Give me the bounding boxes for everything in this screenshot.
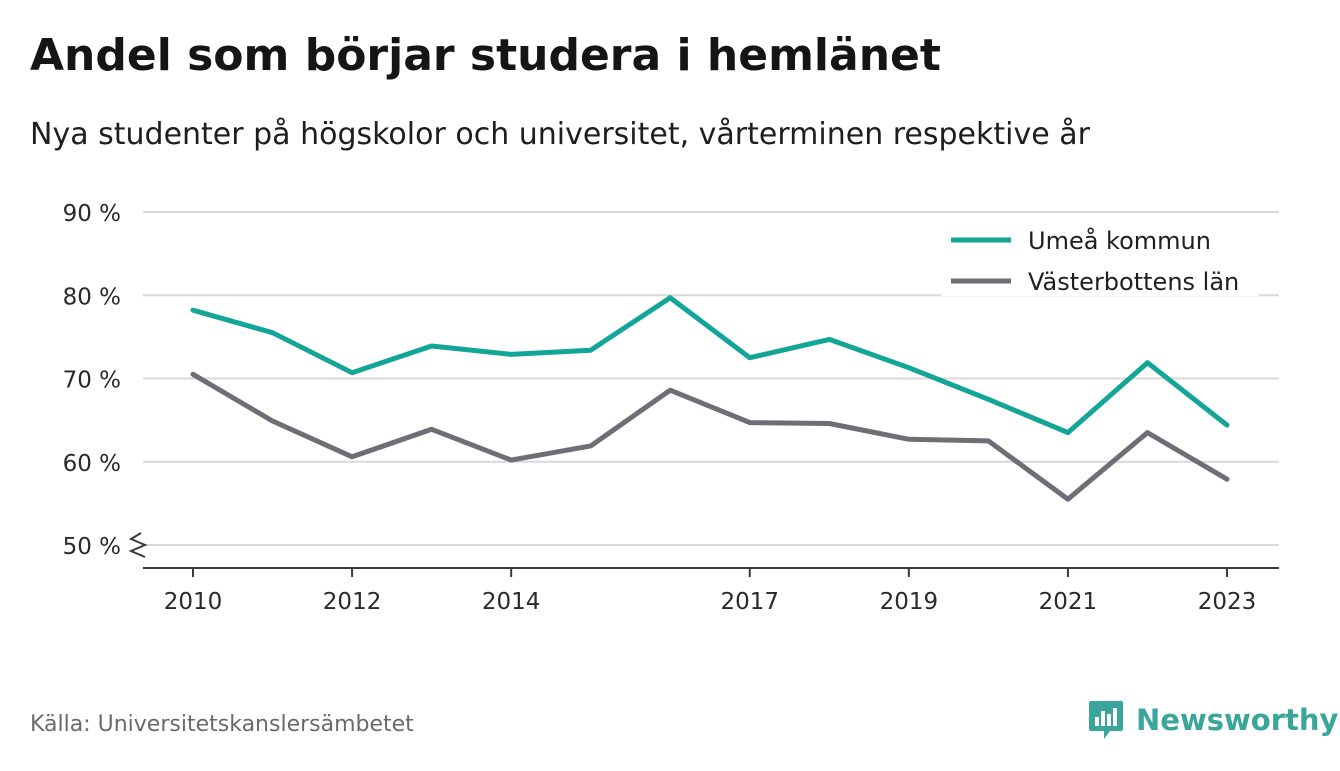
x-tick-label: 2023 [1198,589,1257,615]
brand-logo: Newsworthy [1088,698,1338,742]
x-tick-label: 2012 [323,589,382,615]
y-axis-labels: 50 % 60 % 70 % 80 % 90 % [63,201,121,560]
x-axis-labels: 2010 2012 2014 2017 2019 2021 2023 [164,589,1257,615]
x-tick-label: 2010 [164,589,223,615]
brand-name: Newsworthy [1136,703,1339,737]
axis-break-icon [128,532,148,558]
chart-subtitle: Nya studenter på högskolor och universit… [30,117,1090,152]
y-tick-label: 70 % [63,368,121,394]
y-tick-label: 50 % [63,534,121,560]
source-note: Källa: Universitetskanslersämbetet [30,712,414,737]
legend-background [941,222,1259,296]
series-lines [190,295,1230,502]
y-tick-label: 60 % [63,451,121,477]
legend-label: Västerbottens län [1028,268,1239,296]
chart-title: Andel som börjar studera i hemlänet [30,30,941,81]
y-tick-label: 80 % [63,284,121,310]
x-tick-label: 2017 [720,589,779,615]
legend: Umeå kommun Västerbottens län [941,222,1259,296]
x-axis [128,532,1279,577]
x-tick-label: 2019 [880,589,939,615]
series-line-vasterbottens-lan [190,371,1230,502]
x-tick-label: 2014 [482,589,541,615]
legend-label: Umeå kommun [1028,226,1211,255]
x-tick-label: 2021 [1039,589,1098,615]
series-line-umea-kommun [190,295,1230,436]
newsworthy-icon [1089,701,1123,739]
y-tick-label: 90 % [63,201,121,227]
